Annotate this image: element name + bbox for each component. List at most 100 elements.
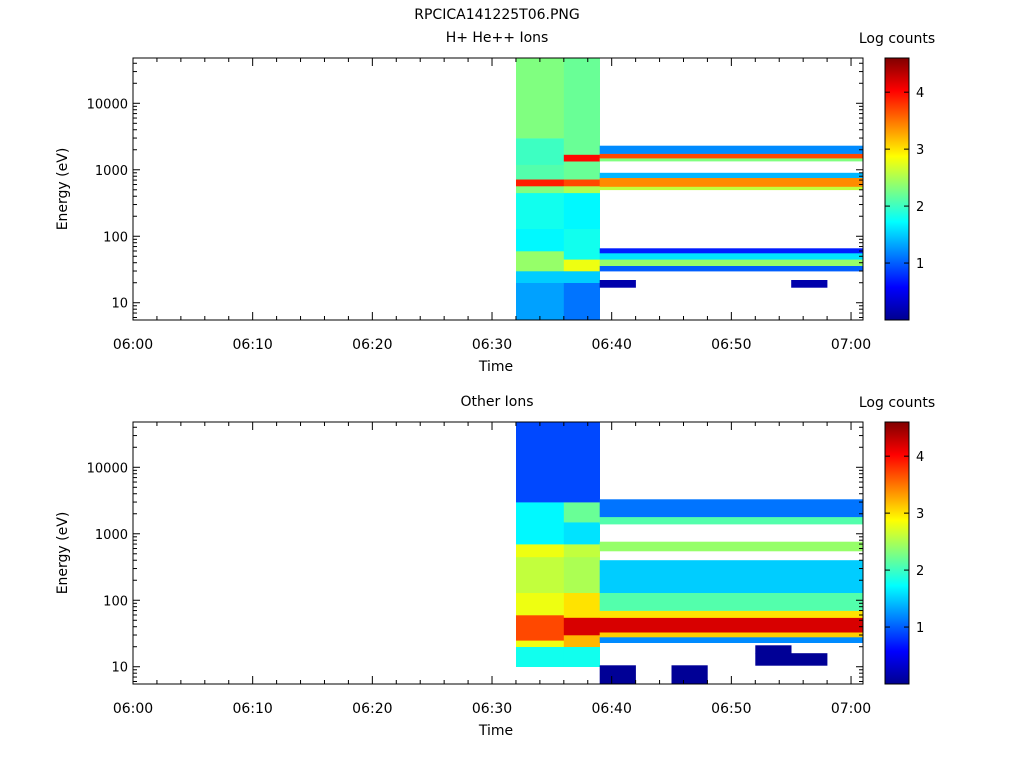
heatmap-cell bbox=[563, 179, 600, 187]
colorbar-tick-label: 2 bbox=[916, 564, 924, 579]
y-axis-label: Energy (eV) bbox=[55, 512, 71, 595]
x-tick-label: 06:50 bbox=[711, 337, 751, 353]
heatmap-cell bbox=[516, 164, 565, 180]
heatmap-cell bbox=[599, 158, 864, 162]
x-tick-label: 06:10 bbox=[232, 701, 272, 717]
x-tick-label: 06:20 bbox=[352, 701, 392, 717]
colorbar-title: Log counts bbox=[859, 31, 935, 47]
x-tick-label: 06:40 bbox=[592, 701, 632, 717]
heatmap-cell bbox=[563, 592, 600, 618]
plot-frame bbox=[132, 421, 864, 685]
heatmap-cell bbox=[755, 645, 792, 654]
heatmap-cell bbox=[516, 646, 565, 667]
y-tick-label: 100 bbox=[103, 230, 128, 245]
y-tick-label: 1000 bbox=[95, 528, 128, 543]
heatmap-cell bbox=[599, 145, 864, 154]
heatmap-cell bbox=[563, 422, 600, 503]
heatmap-cell bbox=[599, 259, 864, 266]
x-tick-label: 06:20 bbox=[352, 337, 392, 353]
heatmap-cell bbox=[563, 161, 600, 180]
panel-other-ions: Other Ions Log counts 10 100 1000 10000 06:… bbox=[55, 394, 935, 739]
heatmap-cell bbox=[599, 265, 864, 272]
heatmap-cell bbox=[599, 177, 864, 187]
heatmap-cell bbox=[516, 615, 565, 641]
plot-frame bbox=[132, 57, 864, 321]
heatmap-cell bbox=[563, 646, 600, 667]
y-tick-label: 10000 bbox=[87, 97, 128, 112]
heatmap-cell bbox=[563, 502, 600, 523]
colorbar-tick-label: 1 bbox=[916, 257, 924, 272]
colorbar bbox=[884, 421, 910, 685]
heatmap-cell bbox=[755, 653, 828, 666]
x-axis-label: Time bbox=[478, 359, 513, 375]
heatmap-cell bbox=[516, 192, 565, 229]
heatmap-cell bbox=[599, 637, 864, 643]
colorbar-title: Log counts bbox=[859, 395, 935, 411]
heatmap-cell bbox=[563, 58, 600, 155]
heatmap-cell bbox=[516, 58, 565, 139]
heatmap-cell bbox=[516, 251, 565, 272]
heatmap-cell bbox=[599, 253, 864, 260]
heatmap-cell bbox=[563, 522, 600, 545]
x-tick-label: 06:30 bbox=[472, 337, 512, 353]
heatmap-cell bbox=[563, 154, 600, 162]
panel-h-he-ions: H+ He++ Ions Log counts 10 100 1000 10000 0… bbox=[55, 30, 935, 375]
colorbar-tick-label: 2 bbox=[916, 200, 924, 215]
y-tick-label: 10000 bbox=[87, 461, 128, 476]
heatmap-cell bbox=[516, 138, 565, 165]
heatmap-cell bbox=[599, 186, 864, 191]
x-axis-label: Time bbox=[478, 723, 513, 739]
colorbar-ticks: 1 2 3 4 bbox=[885, 86, 924, 272]
y-axis-ticks: 10 100 1000 10000 bbox=[87, 62, 863, 318]
y-tick-label: 10 bbox=[111, 661, 128, 676]
colorbar-tick-label: 3 bbox=[916, 507, 924, 522]
heatmap-cell bbox=[599, 172, 864, 178]
heatmap-cell bbox=[599, 592, 864, 611]
heatmap-cell bbox=[563, 259, 600, 272]
heatmap-cell bbox=[516, 271, 565, 283]
colorbar-tick-label: 1 bbox=[916, 621, 924, 636]
y-tick-label: 1000 bbox=[95, 164, 128, 179]
heatmap-cell bbox=[516, 179, 565, 187]
heatmap-cell bbox=[563, 617, 600, 636]
x-tick-label: 06:00 bbox=[113, 337, 153, 353]
heatmap-cell bbox=[791, 280, 828, 288]
heatmap-cell bbox=[563, 192, 600, 229]
heatmap-cells bbox=[516, 58, 864, 321]
y-tick-label: 10 bbox=[111, 297, 128, 312]
panel-title: H+ He++ Ions bbox=[446, 30, 549, 46]
heatmap-cell bbox=[516, 556, 565, 593]
heatmap-cell bbox=[563, 544, 600, 558]
heatmap-cell bbox=[516, 186, 565, 194]
x-tick-label: 06:10 bbox=[232, 337, 272, 353]
heatmap-cell bbox=[563, 282, 600, 321]
heatmap-cell bbox=[599, 665, 636, 685]
x-axis-ticks: 06:00 06:10 06:20 06:30 06:40 06:50 07:00 bbox=[113, 58, 871, 353]
heatmap-cell bbox=[599, 280, 636, 288]
heatmap-cell bbox=[516, 592, 565, 616]
heatmap-cell bbox=[563, 556, 600, 593]
y-axis-ticks: 10 100 1000 10000 bbox=[87, 426, 863, 682]
heatmap-cell bbox=[563, 271, 600, 283]
x-axis-ticks: 06:00 06:10 06:20 06:30 06:40 06:50 07:00 bbox=[113, 422, 871, 717]
heatmap-cell bbox=[516, 422, 565, 503]
heatmap-cell bbox=[599, 560, 864, 593]
heatmap-cell bbox=[563, 228, 600, 260]
heatmap-cell bbox=[563, 635, 600, 647]
heatmap-cell bbox=[599, 499, 864, 518]
heatmap-cell bbox=[516, 228, 565, 252]
colorbar bbox=[884, 57, 910, 321]
y-tick-label: 100 bbox=[103, 594, 128, 609]
x-tick-label: 07:00 bbox=[831, 701, 871, 717]
heatmap-cell bbox=[516, 502, 565, 545]
colorbar-tick-label: 4 bbox=[916, 86, 924, 101]
heatmap-cell bbox=[599, 617, 864, 633]
heatmap-cell bbox=[599, 541, 864, 552]
heatmap-cell bbox=[516, 282, 565, 321]
y-axis-label: Energy (eV) bbox=[55, 148, 71, 231]
heatmap-cells bbox=[516, 422, 864, 685]
heatmap-cell bbox=[516, 640, 565, 647]
heatmap-cell bbox=[599, 516, 864, 525]
heatmap-cell bbox=[599, 153, 864, 159]
